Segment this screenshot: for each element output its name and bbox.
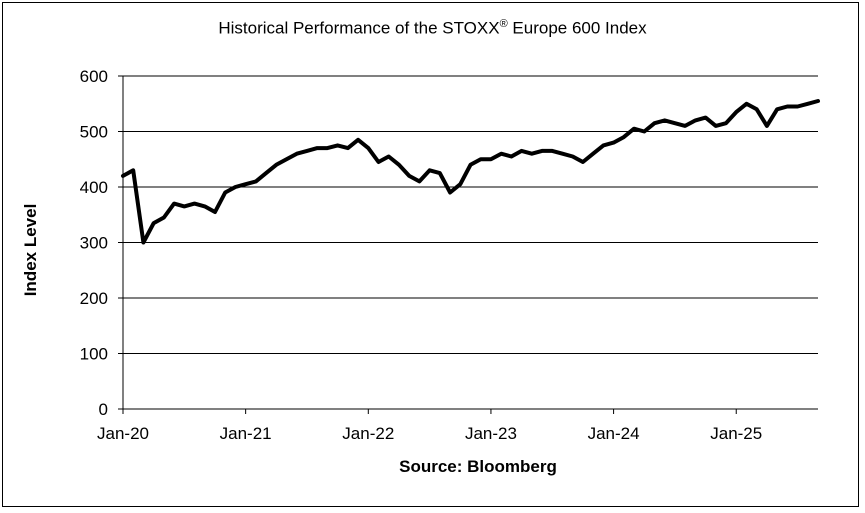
axes (122, 76, 818, 410)
x-axis-title: Source: Bloomberg (399, 457, 557, 476)
x-tick-label: Jan-23 (465, 424, 517, 443)
chart-title: Historical Performance of the STOXX® Eur… (0, 18, 865, 39)
x-tick-label: Jan-21 (220, 424, 272, 443)
x-tick-label: Jan-24 (588, 424, 640, 443)
chart-title-main: Historical Performance of the STOXX (218, 18, 500, 38)
y-tick-label: 300 (80, 234, 108, 253)
chart-title-registered-mark: ® (499, 18, 508, 30)
x-tick-label: Jan-25 (710, 424, 762, 443)
y-tick-label: 400 (80, 178, 108, 197)
y-tick-label: 100 (80, 345, 108, 364)
y-tick-label: 200 (80, 289, 108, 308)
y-axis-title: Index Level (21, 204, 40, 297)
series-line-0 (121, 99, 820, 245)
x-tick-labels: Jan-20 Jan-21 Jan-22 Jan-23 Jan-24 Jan-25 (97, 409, 762, 443)
y-tick-label: 600 (80, 67, 108, 86)
x-tick-label: Jan-22 (342, 424, 394, 443)
chart-frame (2, 2, 859, 507)
chart-title-rest: Europe 600 Index (507, 18, 647, 38)
x-tick-label: Jan-20 (97, 424, 149, 443)
y-tick-label: 500 (80, 123, 108, 142)
series-group (121, 99, 820, 245)
y-tick-labels: 0 100 200 300 400 500 600 (80, 67, 108, 419)
grid-lines (118, 75, 818, 410)
y-tick-label: 0 (99, 400, 108, 419)
